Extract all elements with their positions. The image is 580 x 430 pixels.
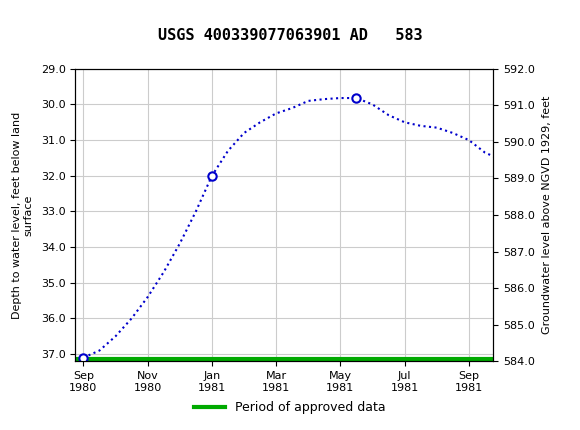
Y-axis label: Depth to water level, feet below land
surface: Depth to water level, feet below land su… xyxy=(12,111,34,319)
Text: USGS 400339077063901 AD   583: USGS 400339077063901 AD 583 xyxy=(158,28,422,43)
Y-axis label: Groundwater level above NGVD 1929, feet: Groundwater level above NGVD 1929, feet xyxy=(542,96,552,334)
Text: █USGS: █USGS xyxy=(12,13,78,39)
Legend: Period of approved data: Period of approved data xyxy=(189,396,391,419)
